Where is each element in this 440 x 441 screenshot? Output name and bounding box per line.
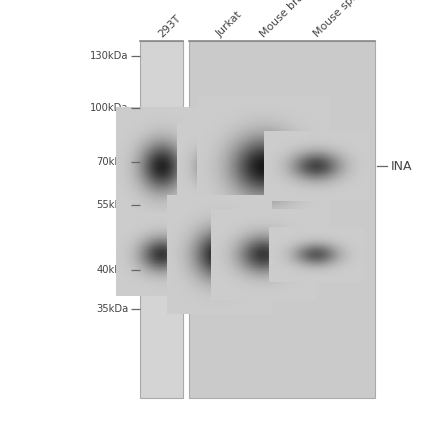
- Text: Jurkat: Jurkat: [215, 10, 244, 39]
- Bar: [140, 41, 183, 398]
- Bar: [189, 41, 375, 398]
- Text: INA: INA: [390, 160, 412, 173]
- Text: 130kDa: 130kDa: [90, 51, 128, 61]
- Text: 70kDa: 70kDa: [96, 157, 128, 167]
- Text: Mouse brain: Mouse brain: [259, 0, 313, 39]
- Text: 100kDa: 100kDa: [90, 103, 128, 113]
- Text: 293T: 293T: [157, 13, 183, 39]
- Text: Mouse spinal cord: Mouse spinal cord: [312, 0, 389, 39]
- Text: 35kDa: 35kDa: [96, 304, 128, 314]
- Text: 55kDa: 55kDa: [96, 200, 128, 210]
- Text: 40kDa: 40kDa: [96, 265, 128, 275]
